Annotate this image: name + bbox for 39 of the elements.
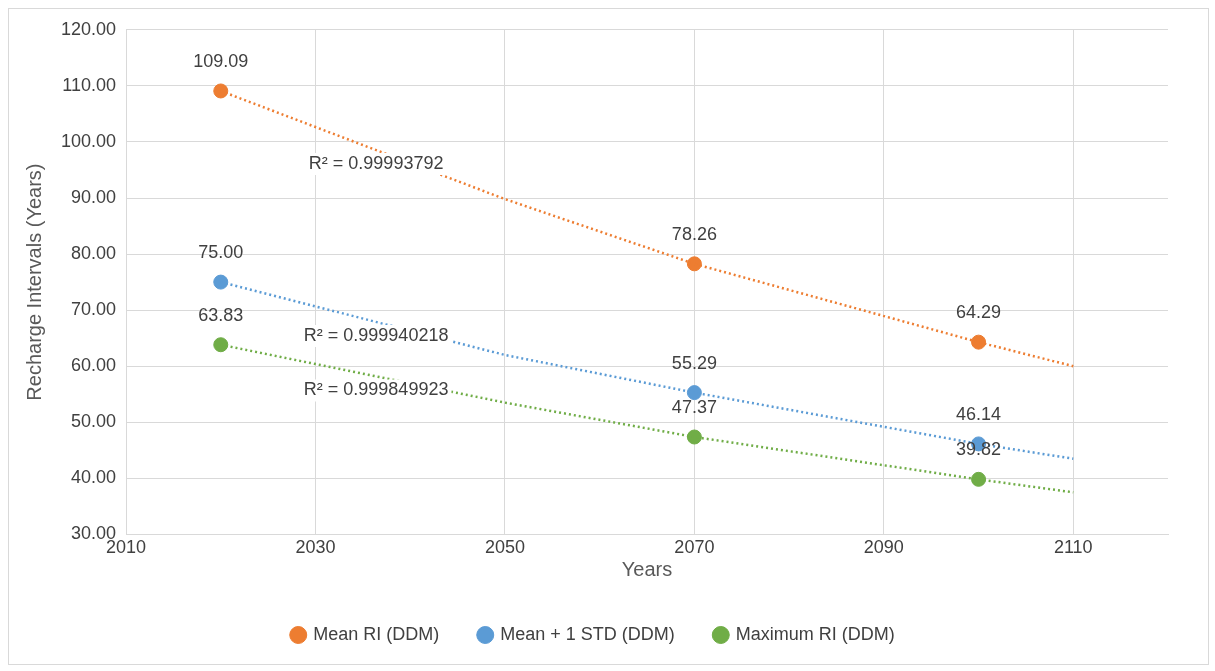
data-label: 109.09 — [193, 50, 249, 71]
point — [686, 385, 702, 401]
legend-label: Mean + 1 STD (DDM) — [500, 623, 675, 644]
x-tick-label: 2090 — [863, 537, 904, 558]
point — [213, 337, 229, 353]
x-tick-label: 2110 — [1053, 537, 1093, 558]
y-tick-label: 60.00 — [71, 355, 117, 376]
legend-label: Maximum RI (DDM) — [735, 623, 895, 644]
data-label: 75.00 — [198, 242, 244, 263]
y-tick-label: 40.00 — [71, 467, 117, 488]
annotation: R² = 0.999849923 — [303, 379, 449, 400]
y-tick-label: 80.00 — [71, 243, 117, 264]
point — [213, 274, 229, 290]
data-label: 55.29 — [671, 352, 717, 373]
data-label: 78.26 — [671, 223, 717, 244]
y-tick-label: 90.00 — [71, 186, 117, 207]
point — [971, 334, 987, 350]
point — [971, 471, 987, 487]
data-label: 39.82 — [956, 439, 1002, 460]
data-label: 46.14 — [956, 403, 1002, 424]
point — [686, 429, 702, 445]
data-label: 63.83 — [198, 304, 244, 325]
y-tick-label: 70.00 — [71, 299, 117, 320]
annotation: R² = 0.999940218 — [303, 324, 449, 345]
x-axis-title: Years — [621, 557, 673, 580]
annotation: R² = 0.99993792 — [308, 153, 444, 174]
y-tick-label: 50.00 — [71, 411, 117, 432]
point — [686, 256, 702, 272]
point — [213, 83, 229, 99]
y-axis-title: Recharge Intervals (Years) — [22, 163, 45, 401]
x-tick-label: 2050 — [484, 537, 525, 558]
legend-label: Mean RI (DDM) — [313, 623, 440, 644]
y-tick-label: 120.00 — [60, 18, 117, 39]
x-tick-label: 2030 — [295, 537, 336, 558]
y-tick-label: 100.00 — [60, 130, 117, 151]
x-tick-label: 2070 — [674, 537, 715, 558]
data-label: 64.29 — [956, 302, 1002, 323]
y-tick-label: 110.00 — [62, 74, 117, 95]
data-label: 47.37 — [671, 396, 717, 417]
